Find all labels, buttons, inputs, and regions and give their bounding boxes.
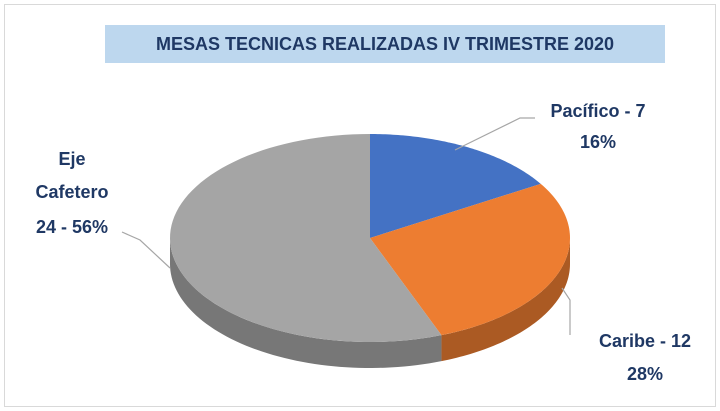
data-label: 16% <box>580 132 616 152</box>
data-label: 24 - 56% <box>36 217 108 237</box>
data-label: Eje <box>58 149 85 169</box>
data-label: Caribe - 12 <box>599 331 691 351</box>
data-label: Cafetero <box>35 182 108 202</box>
pie-slice <box>170 134 442 342</box>
pie-slice <box>370 134 541 238</box>
title-box <box>105 25 665 63</box>
leader-line <box>561 287 571 335</box>
leader-line <box>454 117 535 151</box>
data-label: 28% <box>627 364 663 384</box>
pie-slice <box>370 183 570 336</box>
leader-line <box>121 231 171 269</box>
chart-title: MESAS TECNICAS REALIZADAS IV TRIMESTRE 2… <box>156 34 614 54</box>
pie <box>170 134 570 368</box>
slice-side <box>170 238 442 368</box>
slice-side <box>441 238 570 362</box>
data-label: Pacífico - 7 <box>550 101 645 121</box>
